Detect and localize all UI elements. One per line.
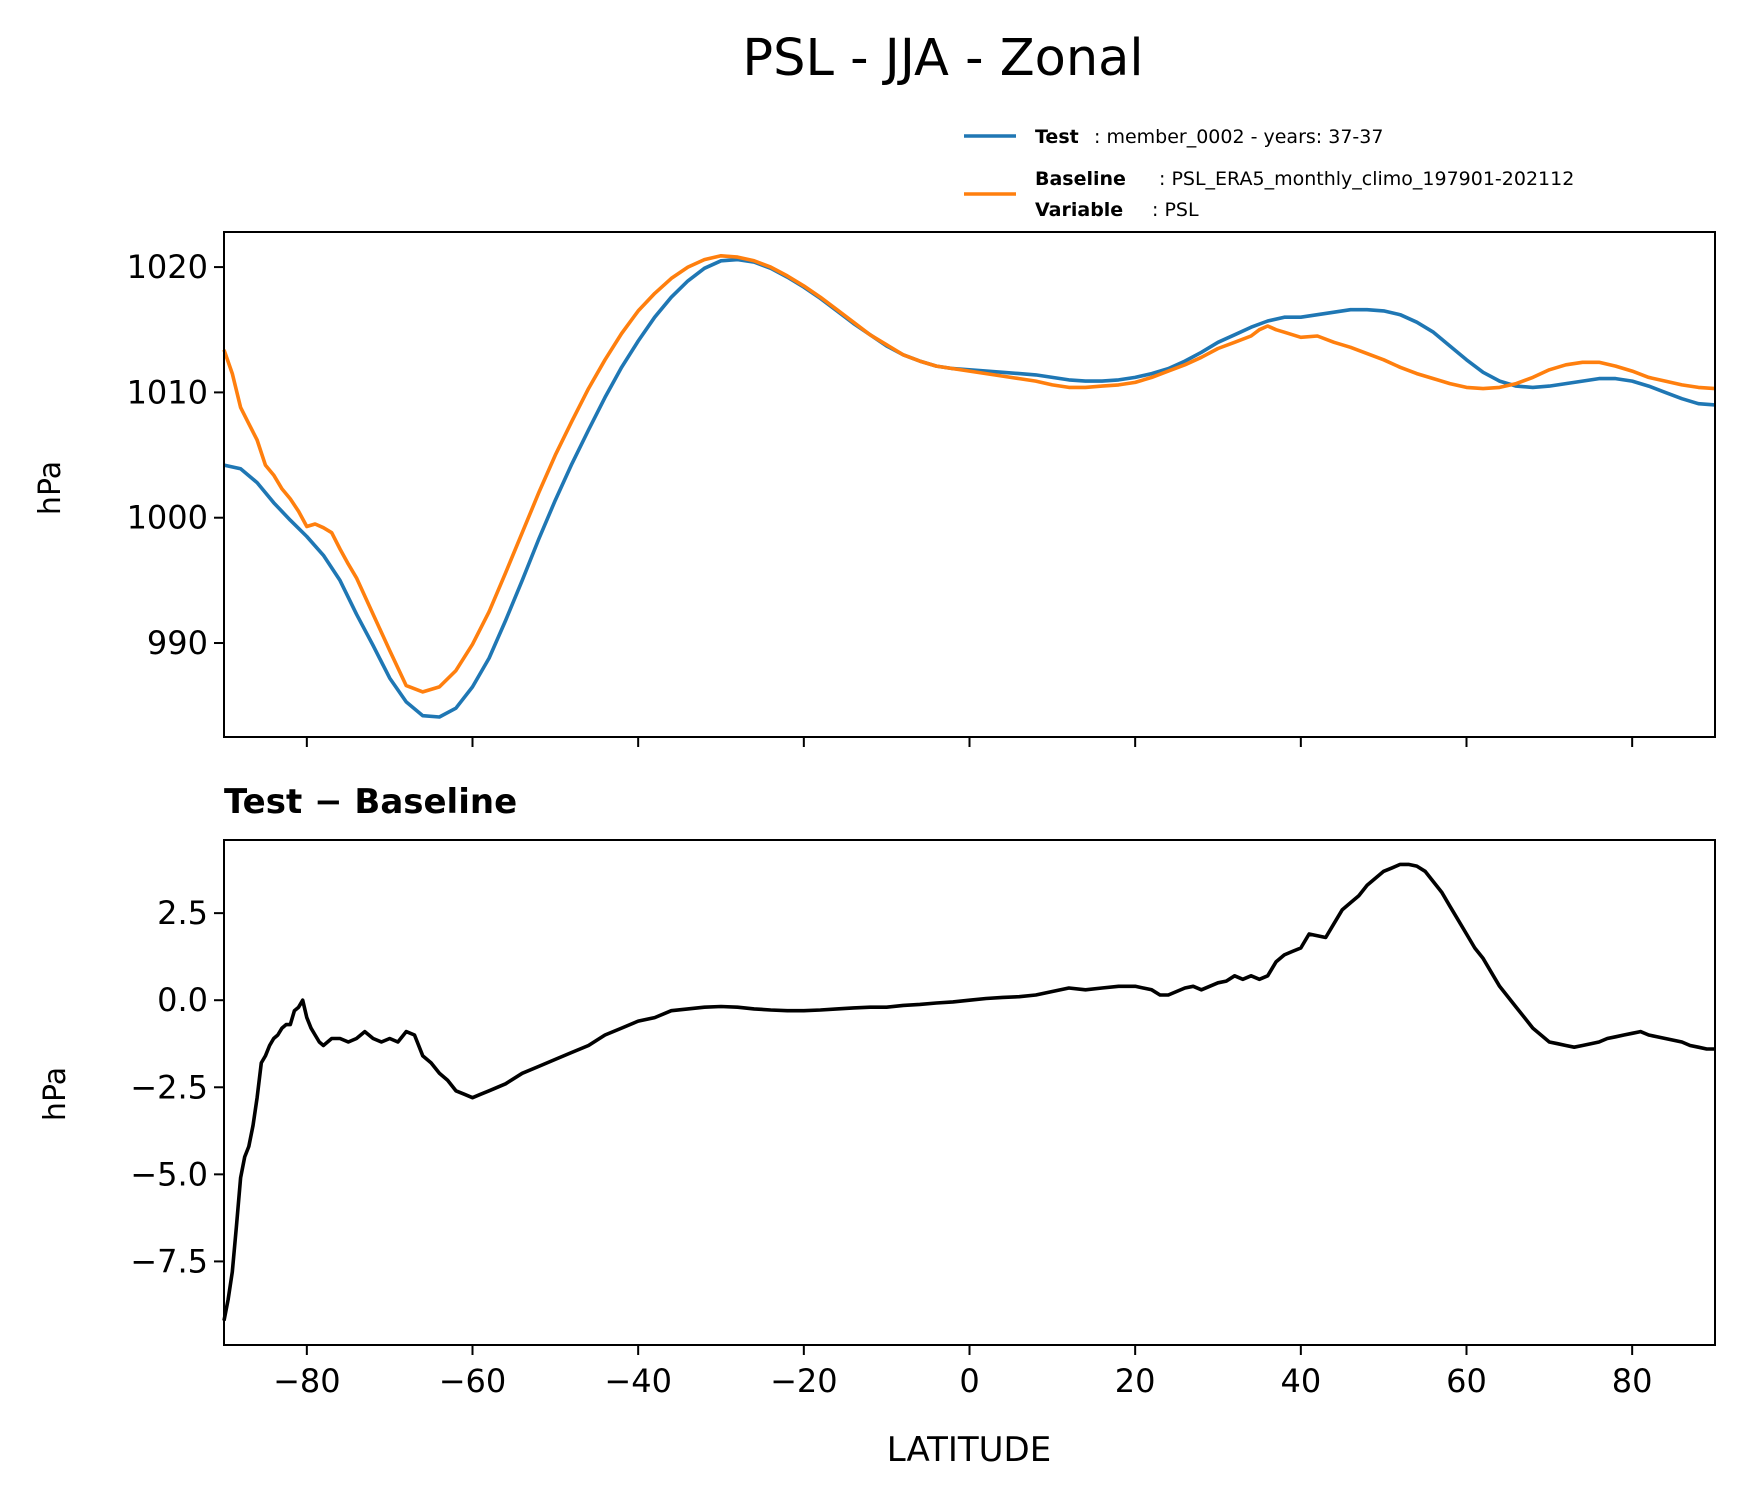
bottom-xtick-label: −60	[439, 1362, 507, 1400]
top-ytick-label: 1000	[127, 499, 208, 537]
bottom-ytick-label: 2.5	[157, 894, 208, 932]
bottom-series-test-baseline	[222, 862, 1715, 1321]
bottom-xtick-label: −20	[770, 1362, 838, 1400]
bottom-xtick-label: 60	[1446, 1362, 1487, 1400]
bottom-title-test: Test	[224, 782, 302, 822]
legend-test-value: : member_0002 - years: 37-37	[1094, 126, 1383, 148]
bottom-panel-title: Test − Baseline	[224, 782, 517, 822]
bottom-ylabel: hPa	[38, 1067, 73, 1121]
bottom-ytick-label: −5.0	[130, 1155, 208, 1193]
bottom-xtick-label: 20	[1115, 1362, 1156, 1400]
top-ytick-label: 1010	[127, 373, 208, 411]
top-ticks: 990 1000 1010 1020	[127, 248, 1634, 747]
legend: Test : member_0002 - years: 37-37 Baseli…	[964, 126, 1574, 221]
bottom-ytick-label: 0.0	[157, 981, 208, 1019]
figure-title: PSL - JJA - Zonal	[742, 29, 1143, 88]
bottom-xtick-label: 80	[1612, 1362, 1653, 1400]
top-series	[222, 254, 1716, 719]
top-panel-frame	[223, 231, 1716, 738]
bottom-title-baseline: Baseline	[354, 782, 517, 822]
top-ytick-label: 990	[147, 624, 208, 662]
bottom-ticks: −80 −60 −40 −20 0 20 40 60 80 −7.5 −5.0 −2.5 0.0 2.5	[130, 894, 1652, 1400]
bottom-ytick-label: −2.5	[130, 1068, 208, 1106]
legend-test-key: Test	[1035, 126, 1079, 148]
top-ytick-label: 1020	[127, 248, 208, 286]
legend-baseline-value: : PSL_ERA5_monthly_climo_197901-202112	[1159, 168, 1574, 190]
bottom-xtick-label: 40	[1280, 1362, 1321, 1400]
top-ylabel: hPa	[33, 461, 68, 515]
bottom-xlabel: LATITUDE	[887, 1430, 1051, 1470]
legend-variable-value: : PSL	[1152, 199, 1199, 221]
bottom-xtick-label: 0	[959, 1362, 979, 1400]
top-series-baseline	[222, 254, 1716, 694]
top-panel: 990 1000 1010 1020 hPa	[33, 231, 1716, 747]
bottom-ytick-label: −7.5	[130, 1242, 208, 1280]
bottom-panel: Test − Baseline −80 −60 −40 −20 0 20 40 60 80 −7.…	[38, 782, 1716, 1470]
bottom-panel-frame	[223, 839, 1716, 1346]
bottom-xtick-label: −80	[273, 1362, 341, 1400]
bottom-xtick-label: −40	[604, 1362, 672, 1400]
bottom-title-minus: −	[302, 782, 354, 822]
legend-variable-key: Variable	[1035, 199, 1123, 221]
legend-baseline-key: Baseline	[1035, 168, 1126, 190]
bottom-series	[222, 862, 1715, 1321]
